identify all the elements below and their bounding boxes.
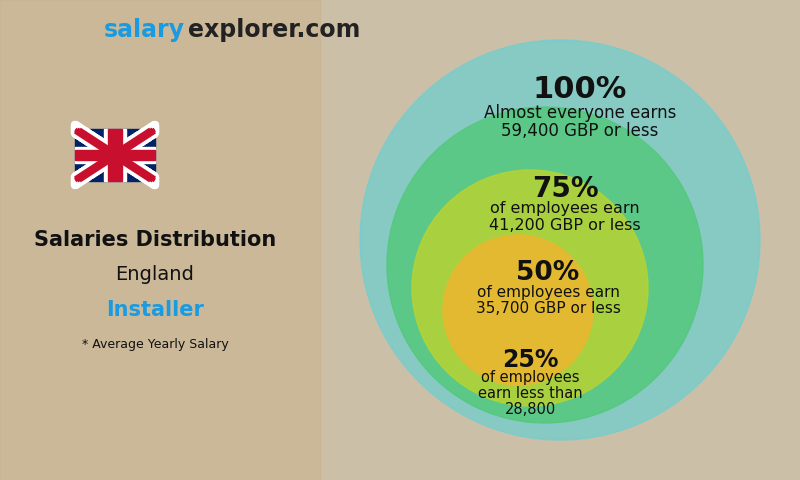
Bar [108, 129, 122, 181]
Text: earn less than: earn less than [478, 386, 582, 401]
Circle shape [360, 40, 760, 440]
Text: 28,800: 28,800 [504, 402, 556, 417]
Text: 25%: 25% [502, 348, 558, 372]
Bar [75, 150, 155, 160]
Circle shape [412, 170, 648, 406]
Text: Almost everyone earns: Almost everyone earns [484, 104, 676, 121]
Text: 50%: 50% [516, 260, 580, 286]
Text: explorer.com: explorer.com [188, 18, 360, 42]
Text: of employees earn: of employees earn [477, 285, 619, 300]
Text: salary: salary [104, 18, 185, 42]
Text: 75%: 75% [532, 175, 598, 203]
Text: 59,400 GBP or less: 59,400 GBP or less [502, 121, 658, 140]
Bar [104, 129, 126, 181]
Text: Salaries Distribution: Salaries Distribution [34, 230, 276, 250]
Bar [75, 129, 155, 181]
Text: 41,200 GBP or less: 41,200 GBP or less [489, 218, 641, 233]
Circle shape [387, 107, 703, 423]
Bar [75, 147, 155, 163]
Text: of employees earn: of employees earn [490, 201, 640, 216]
Bar [0, 0, 320, 480]
Text: 100%: 100% [533, 75, 627, 104]
Text: 35,700 GBP or less: 35,700 GBP or less [475, 301, 621, 316]
Circle shape [443, 235, 593, 385]
Text: of employees: of employees [481, 370, 579, 385]
Text: * Average Yearly Salary: * Average Yearly Salary [82, 338, 228, 351]
Text: Installer: Installer [106, 300, 204, 320]
Text: England: England [115, 265, 194, 284]
